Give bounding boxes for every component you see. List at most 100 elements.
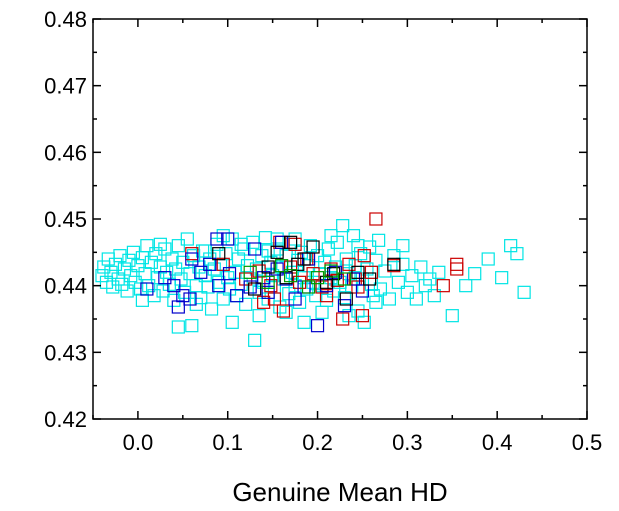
data-point xyxy=(297,271,311,285)
data-point xyxy=(167,293,181,307)
data-point xyxy=(436,279,450,293)
y-tick-label: 0.46 xyxy=(44,140,87,165)
data-point xyxy=(212,247,226,261)
x-tick-label: 0.4 xyxy=(482,430,513,455)
data-point xyxy=(169,262,183,276)
data-point xyxy=(174,272,188,286)
data-point xyxy=(310,271,325,285)
data-point xyxy=(297,252,311,266)
data-point xyxy=(351,304,365,318)
data-point xyxy=(185,319,199,333)
data-point xyxy=(266,269,280,283)
data-point xyxy=(354,247,368,261)
data-point xyxy=(239,272,253,286)
data-point xyxy=(180,232,194,246)
data-point xyxy=(252,285,266,299)
data-point xyxy=(270,232,284,246)
y-tick-label: 0.45 xyxy=(44,207,87,232)
data-point xyxy=(171,239,185,253)
data-point xyxy=(310,249,325,263)
data-point xyxy=(194,265,208,279)
data-point xyxy=(445,309,459,323)
data-point xyxy=(364,265,379,279)
data-point xyxy=(336,312,350,326)
data-point xyxy=(120,284,134,298)
data-point xyxy=(142,279,156,293)
data-point xyxy=(432,265,446,279)
data-point xyxy=(261,275,275,289)
data-point xyxy=(337,291,352,305)
data-point xyxy=(324,229,338,243)
data-point xyxy=(234,277,248,291)
data-point xyxy=(243,280,257,294)
data-point xyxy=(468,267,482,281)
data-point xyxy=(204,302,219,316)
data-point xyxy=(171,320,185,334)
data-point xyxy=(178,285,192,299)
data-point xyxy=(450,257,464,271)
data-point xyxy=(230,289,244,303)
data-point xyxy=(337,272,352,286)
data-point xyxy=(176,289,190,303)
data-point xyxy=(396,239,410,253)
data-point xyxy=(185,252,199,266)
data-point xyxy=(292,275,307,289)
data-point xyxy=(167,279,181,293)
data-point xyxy=(230,289,244,303)
data-point xyxy=(459,279,473,293)
data-point xyxy=(391,275,405,289)
data-point xyxy=(405,269,419,283)
data-point xyxy=(248,242,262,256)
data-point xyxy=(140,239,154,253)
data-point xyxy=(351,265,365,279)
data-point xyxy=(369,212,383,226)
y-tick-label: 0.47 xyxy=(44,74,87,99)
data-point xyxy=(264,279,278,293)
data-point xyxy=(248,282,262,296)
data-point xyxy=(183,292,197,306)
data-point xyxy=(275,235,289,249)
data-point xyxy=(321,242,335,256)
data-point xyxy=(328,265,343,279)
data-point xyxy=(221,232,235,246)
data-point xyxy=(153,237,167,251)
data-point xyxy=(128,275,142,289)
data-point xyxy=(319,289,334,303)
data-point xyxy=(337,299,352,313)
data-point xyxy=(360,262,374,276)
data-point xyxy=(396,257,410,271)
data-point xyxy=(243,265,257,279)
data-point xyxy=(257,295,271,309)
data-point xyxy=(252,309,266,323)
data-point xyxy=(275,259,289,273)
data-point xyxy=(357,315,371,329)
y-tick-label: 0.42 xyxy=(44,407,87,432)
data-point xyxy=(310,319,325,333)
data-point xyxy=(106,280,120,294)
data-point xyxy=(378,264,392,278)
data-point xyxy=(387,257,401,271)
data-point xyxy=(292,295,307,309)
data-point xyxy=(237,242,251,256)
data-point xyxy=(315,280,329,294)
data-point xyxy=(363,240,377,254)
data-point xyxy=(126,245,141,259)
data-point xyxy=(198,269,212,283)
data-point xyxy=(270,245,284,259)
data-point xyxy=(151,271,165,285)
data-point xyxy=(149,247,163,261)
data-point xyxy=(165,252,179,266)
x-tick-label: 0.1 xyxy=(212,430,243,455)
data-point xyxy=(336,219,350,233)
data-point xyxy=(284,235,298,249)
data-point xyxy=(252,264,266,278)
data-point xyxy=(315,305,329,319)
data-point xyxy=(427,289,441,303)
data-point xyxy=(203,257,217,271)
data-point xyxy=(158,242,172,256)
data-point xyxy=(201,280,215,294)
data-point xyxy=(95,269,109,283)
data-point xyxy=(495,271,509,285)
data-point xyxy=(351,280,365,294)
y-tick-label: 0.44 xyxy=(44,274,87,299)
